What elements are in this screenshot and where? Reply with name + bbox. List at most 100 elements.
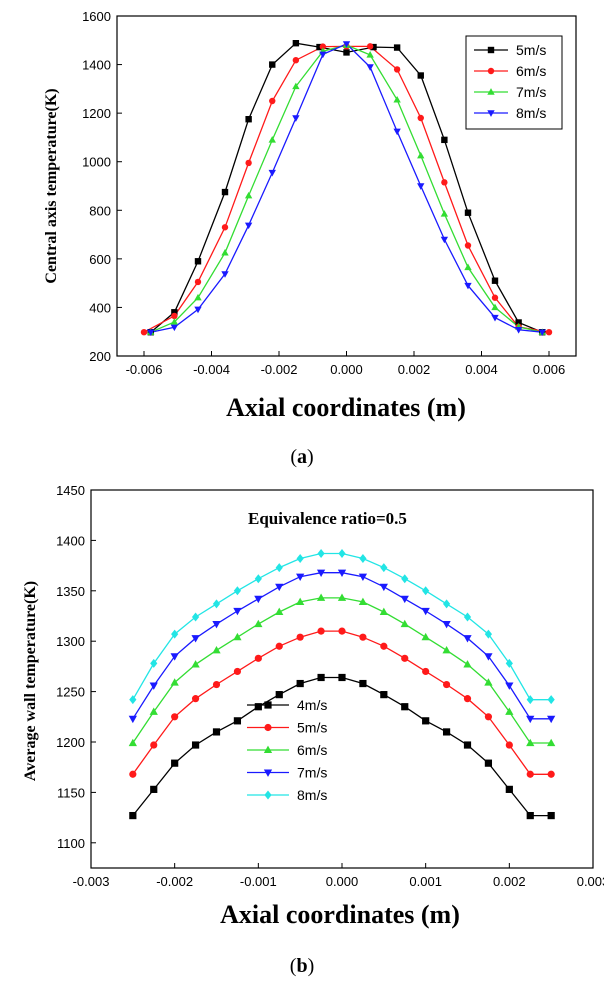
data-point-7m/s	[440, 210, 449, 217]
data-point-5m/s	[317, 627, 325, 635]
data-point-5m/s	[343, 49, 350, 56]
data-point-5m/s	[463, 695, 472, 703]
chart-a: -0.006 -0.004 -0.002 0.000 0.002 0.004 0.006 20…	[43, 9, 577, 468]
data-point-8m/s	[401, 574, 409, 584]
data-point-5m/s	[380, 642, 388, 650]
data-point-8m/s	[417, 183, 425, 190]
data-point-8m/s	[317, 549, 325, 559]
legend-label: 6m/s	[297, 742, 327, 758]
y-tick-label: 1300	[56, 634, 85, 649]
data-point-4m/s	[526, 811, 534, 820]
data-point-4m/s	[547, 811, 555, 820]
data-point-5m/s	[212, 680, 221, 689]
data-point-8m/s	[319, 51, 327, 59]
y-tick-label: 1350	[56, 584, 85, 599]
data-point-4m/s	[484, 759, 493, 767]
data-point-4m/s	[150, 785, 158, 793]
data-point-5m/s	[191, 695, 200, 703]
data-point-6m/s	[366, 43, 374, 50]
legend-a: 5m/s 6m/s 7m/s 8m/s	[465, 35, 563, 130]
caption-a: (a)	[290, 446, 313, 468]
data-point-5m/s	[359, 633, 367, 641]
data-point-8m/s	[212, 599, 221, 609]
data-point-8m/s	[296, 554, 304, 564]
data-point-6m/s	[505, 707, 514, 715]
data-point-5m/s	[171, 309, 178, 316]
y-tick-label: 200	[89, 349, 111, 364]
data-point-8m/s	[422, 586, 430, 596]
data-point-8m/s	[147, 329, 155, 337]
data-point-4m/s	[442, 728, 451, 736]
data-point-7m/s	[254, 595, 263, 604]
data-point-5m/s	[417, 72, 424, 79]
data-point-6m/s	[463, 660, 472, 668]
legend-label: 7m/s	[516, 84, 546, 100]
legend-label: 5m/s	[297, 720, 327, 736]
data-point-7m/s	[316, 569, 326, 577]
data-point-7m/s	[292, 82, 300, 90]
data-point-4m/s	[380, 691, 388, 699]
data-point-7m/s	[547, 715, 556, 724]
data-point-5m/s	[464, 209, 472, 216]
data-point-7m/s	[337, 569, 347, 577]
data-point-5m/s	[292, 40, 300, 47]
data-point-5m/s	[233, 667, 242, 676]
data-point-4m/s	[359, 679, 367, 688]
data-point-7m/s	[484, 653, 493, 661]
data-point-4m/s	[296, 679, 304, 688]
data-point-6m/s	[296, 597, 305, 605]
data-point-8m/s	[440, 236, 449, 244]
data-point-5m/s	[296, 633, 304, 641]
data-point-4m/s	[129, 811, 137, 820]
data-point-8m/s	[359, 554, 367, 564]
y-tick-label: 400	[89, 300, 111, 315]
chart-b: -0.003 -0.002 -0.001 0.000 0.001 0.002 0.003 11…	[22, 483, 604, 977]
data-point-4m/s	[171, 759, 179, 767]
data-point-8m/s	[538, 329, 546, 337]
y-tick-label: 1400	[82, 58, 111, 73]
data-point-5m/s	[442, 680, 451, 689]
y-tick-label: 1150	[57, 785, 85, 800]
data-point-4m/s	[275, 691, 283, 699]
data-point-5m/s	[491, 277, 499, 284]
data-point-5m/s	[338, 627, 346, 635]
data-point-6m/s	[547, 738, 556, 747]
y-tick-label: 1250	[56, 685, 85, 700]
data-point-4m/s	[422, 717, 430, 725]
legend-marker	[487, 67, 495, 75]
x-axis-title-a: Axial coordinates (m)	[226, 393, 466, 422]
data-point-6m/s	[337, 593, 347, 601]
data-point-7m/s	[244, 191, 253, 199]
data-point-6m/s	[393, 66, 401, 73]
x-tick-label: 0.004	[465, 362, 498, 377]
data-point-7m/s	[526, 715, 535, 724]
data-point-8m/s	[129, 695, 137, 705]
y-tick-label: 1200	[82, 106, 111, 121]
legend-marker	[487, 110, 495, 117]
data-point-8m/s	[342, 41, 351, 48]
data-point-7m/s	[128, 715, 137, 724]
data-point-8m/s	[233, 586, 242, 596]
data-point-6m/s	[417, 114, 424, 122]
x-tick-label: 0.002	[493, 874, 526, 889]
data-point-8m/s	[366, 64, 374, 71]
data-point-7m/s	[233, 607, 242, 616]
x-tick-label: -0.004	[193, 362, 230, 377]
x-tick-label: 0.002	[398, 362, 431, 377]
data-point-8m/s	[254, 574, 262, 584]
legend-label: 8m/s	[297, 787, 327, 803]
data-point-8m/s	[191, 612, 200, 622]
legend-marker	[264, 790, 272, 800]
data-point-5m/s	[515, 319, 522, 326]
data-point-6m/s	[526, 738, 535, 747]
data-point-8m/s	[463, 612, 472, 622]
data-point-8m/s	[292, 115, 300, 122]
data-point-6m/s	[245, 159, 252, 167]
x-tick-label: -0.002	[261, 362, 298, 377]
data-point-8m/s	[484, 629, 493, 639]
x-tick-label: 0.003	[577, 874, 604, 889]
data-point-6m/s	[316, 593, 326, 601]
data-point-7m/s	[170, 318, 179, 325]
data-point-7m/s	[442, 621, 451, 629]
